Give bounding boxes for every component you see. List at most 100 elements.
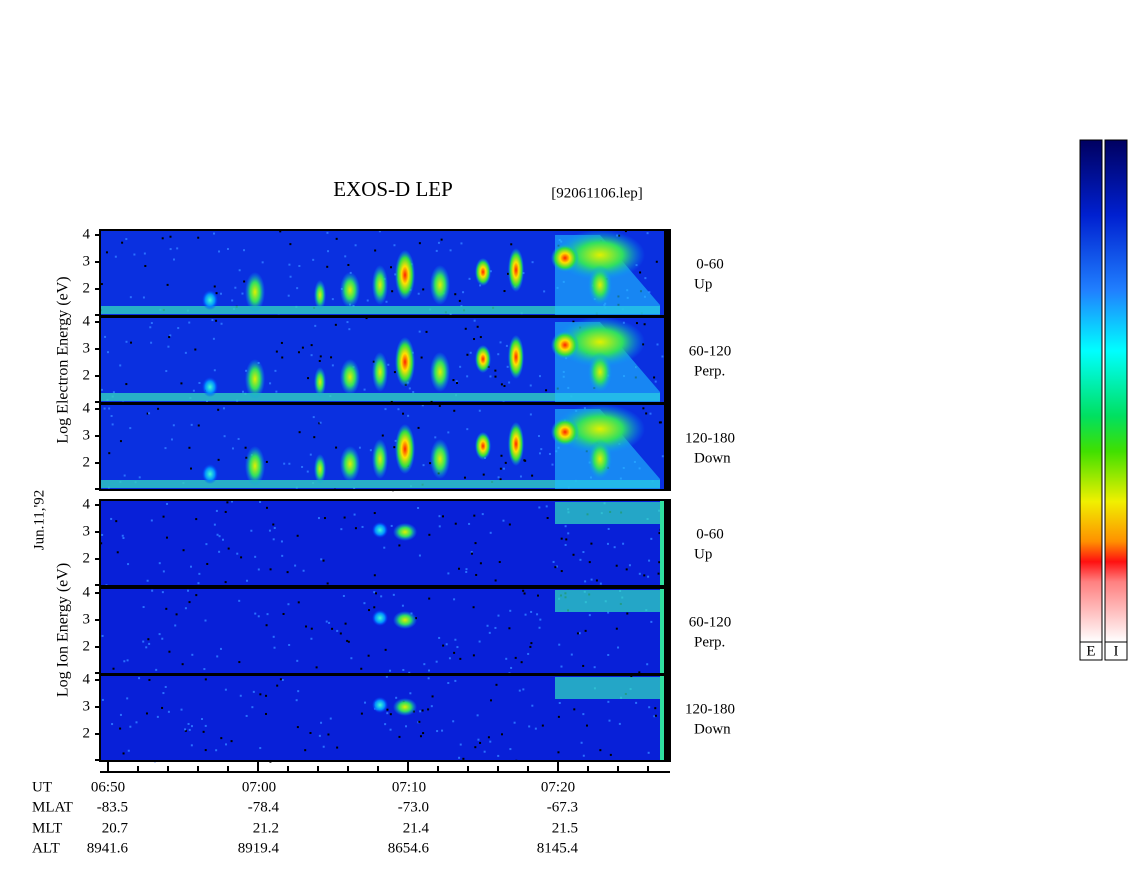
noise: [142, 296, 145, 299]
noise: [398, 544, 401, 547]
noise: [252, 690, 255, 693]
noise: [646, 232, 649, 235]
noise: [543, 290, 546, 293]
noise: [320, 721, 323, 724]
noise: [624, 230, 627, 233]
noise: [165, 607, 168, 610]
flux-feature: [588, 352, 612, 392]
noise: [438, 515, 441, 518]
spectrum-texture: [100, 317, 670, 405]
noise: [164, 685, 167, 688]
noise: [418, 242, 421, 245]
flux-feature: [395, 424, 415, 474]
panel-edge: [664, 588, 670, 674]
noise: [175, 613, 178, 616]
noise: [417, 426, 420, 429]
noise: [388, 669, 391, 672]
noise: [167, 345, 170, 348]
noise: [188, 728, 191, 731]
noise: [187, 722, 190, 725]
noise: [146, 412, 149, 415]
ion-feature: [372, 522, 388, 538]
noise: [361, 525, 364, 528]
noise: [336, 629, 339, 632]
noise: [245, 579, 248, 582]
noise: [220, 292, 223, 295]
noise: [639, 271, 642, 274]
noise: [551, 463, 554, 466]
noise: [494, 369, 497, 372]
noise: [440, 238, 443, 241]
noise: [497, 476, 500, 479]
noise: [422, 732, 425, 735]
noise: [142, 606, 145, 609]
noise: [322, 745, 325, 748]
noise: [560, 537, 563, 540]
noise: [148, 678, 151, 681]
noise: [231, 447, 234, 450]
noise: [224, 510, 227, 513]
noise: [156, 715, 159, 718]
noise: [220, 322, 223, 325]
noise: [158, 633, 161, 636]
noise: [428, 669, 431, 672]
noise: [138, 476, 141, 479]
noise: [223, 435, 226, 438]
noise: [385, 675, 388, 678]
panel-edge: [664, 317, 670, 403]
flux-feature: [508, 248, 524, 292]
orbit-value: -73.0: [398, 799, 429, 815]
noise: [279, 230, 282, 233]
noise: [513, 721, 516, 724]
noise: [204, 678, 207, 681]
noise: [661, 455, 664, 458]
noise: [478, 640, 481, 643]
noise: [554, 566, 557, 569]
noise: [224, 581, 227, 584]
noise: [328, 621, 331, 624]
noise: [466, 353, 469, 356]
noise: [315, 666, 318, 669]
noise: [487, 736, 490, 739]
noise: [304, 749, 307, 752]
noise: [298, 431, 301, 434]
noise: [431, 695, 434, 698]
noise: [658, 532, 661, 535]
noise: [534, 727, 537, 730]
noise: [323, 517, 326, 520]
noise: [172, 258, 175, 261]
noise: [119, 440, 122, 443]
noise: [499, 467, 502, 470]
flux-feature: [475, 432, 491, 460]
orbit-value: 8941.6: [87, 840, 129, 856]
noise: [204, 619, 207, 622]
noise: [560, 665, 563, 668]
noise: [643, 574, 646, 577]
noise: [111, 423, 114, 426]
noise: [390, 524, 393, 527]
noise: [168, 650, 171, 653]
noise: [423, 663, 426, 666]
noise: [500, 733, 503, 736]
noise: [269, 382, 272, 385]
high-flux-core: [555, 317, 645, 367]
noise: [129, 427, 132, 430]
noise: [650, 537, 653, 540]
noise: [190, 725, 193, 728]
flux-feature: [340, 272, 360, 308]
noise: [265, 460, 268, 463]
noise: [268, 529, 271, 532]
noise: [347, 640, 350, 643]
flux-feature: [372, 352, 388, 392]
panel-range: 60-120: [689, 343, 732, 359]
noise: [489, 699, 492, 702]
noise: [438, 525, 441, 528]
noise: [373, 574, 376, 577]
noise: [648, 291, 651, 294]
noise: [215, 292, 218, 295]
noise: [435, 249, 438, 252]
noise: [514, 656, 517, 659]
noise: [360, 667, 363, 670]
noise: [453, 651, 456, 654]
noise: [157, 407, 160, 410]
